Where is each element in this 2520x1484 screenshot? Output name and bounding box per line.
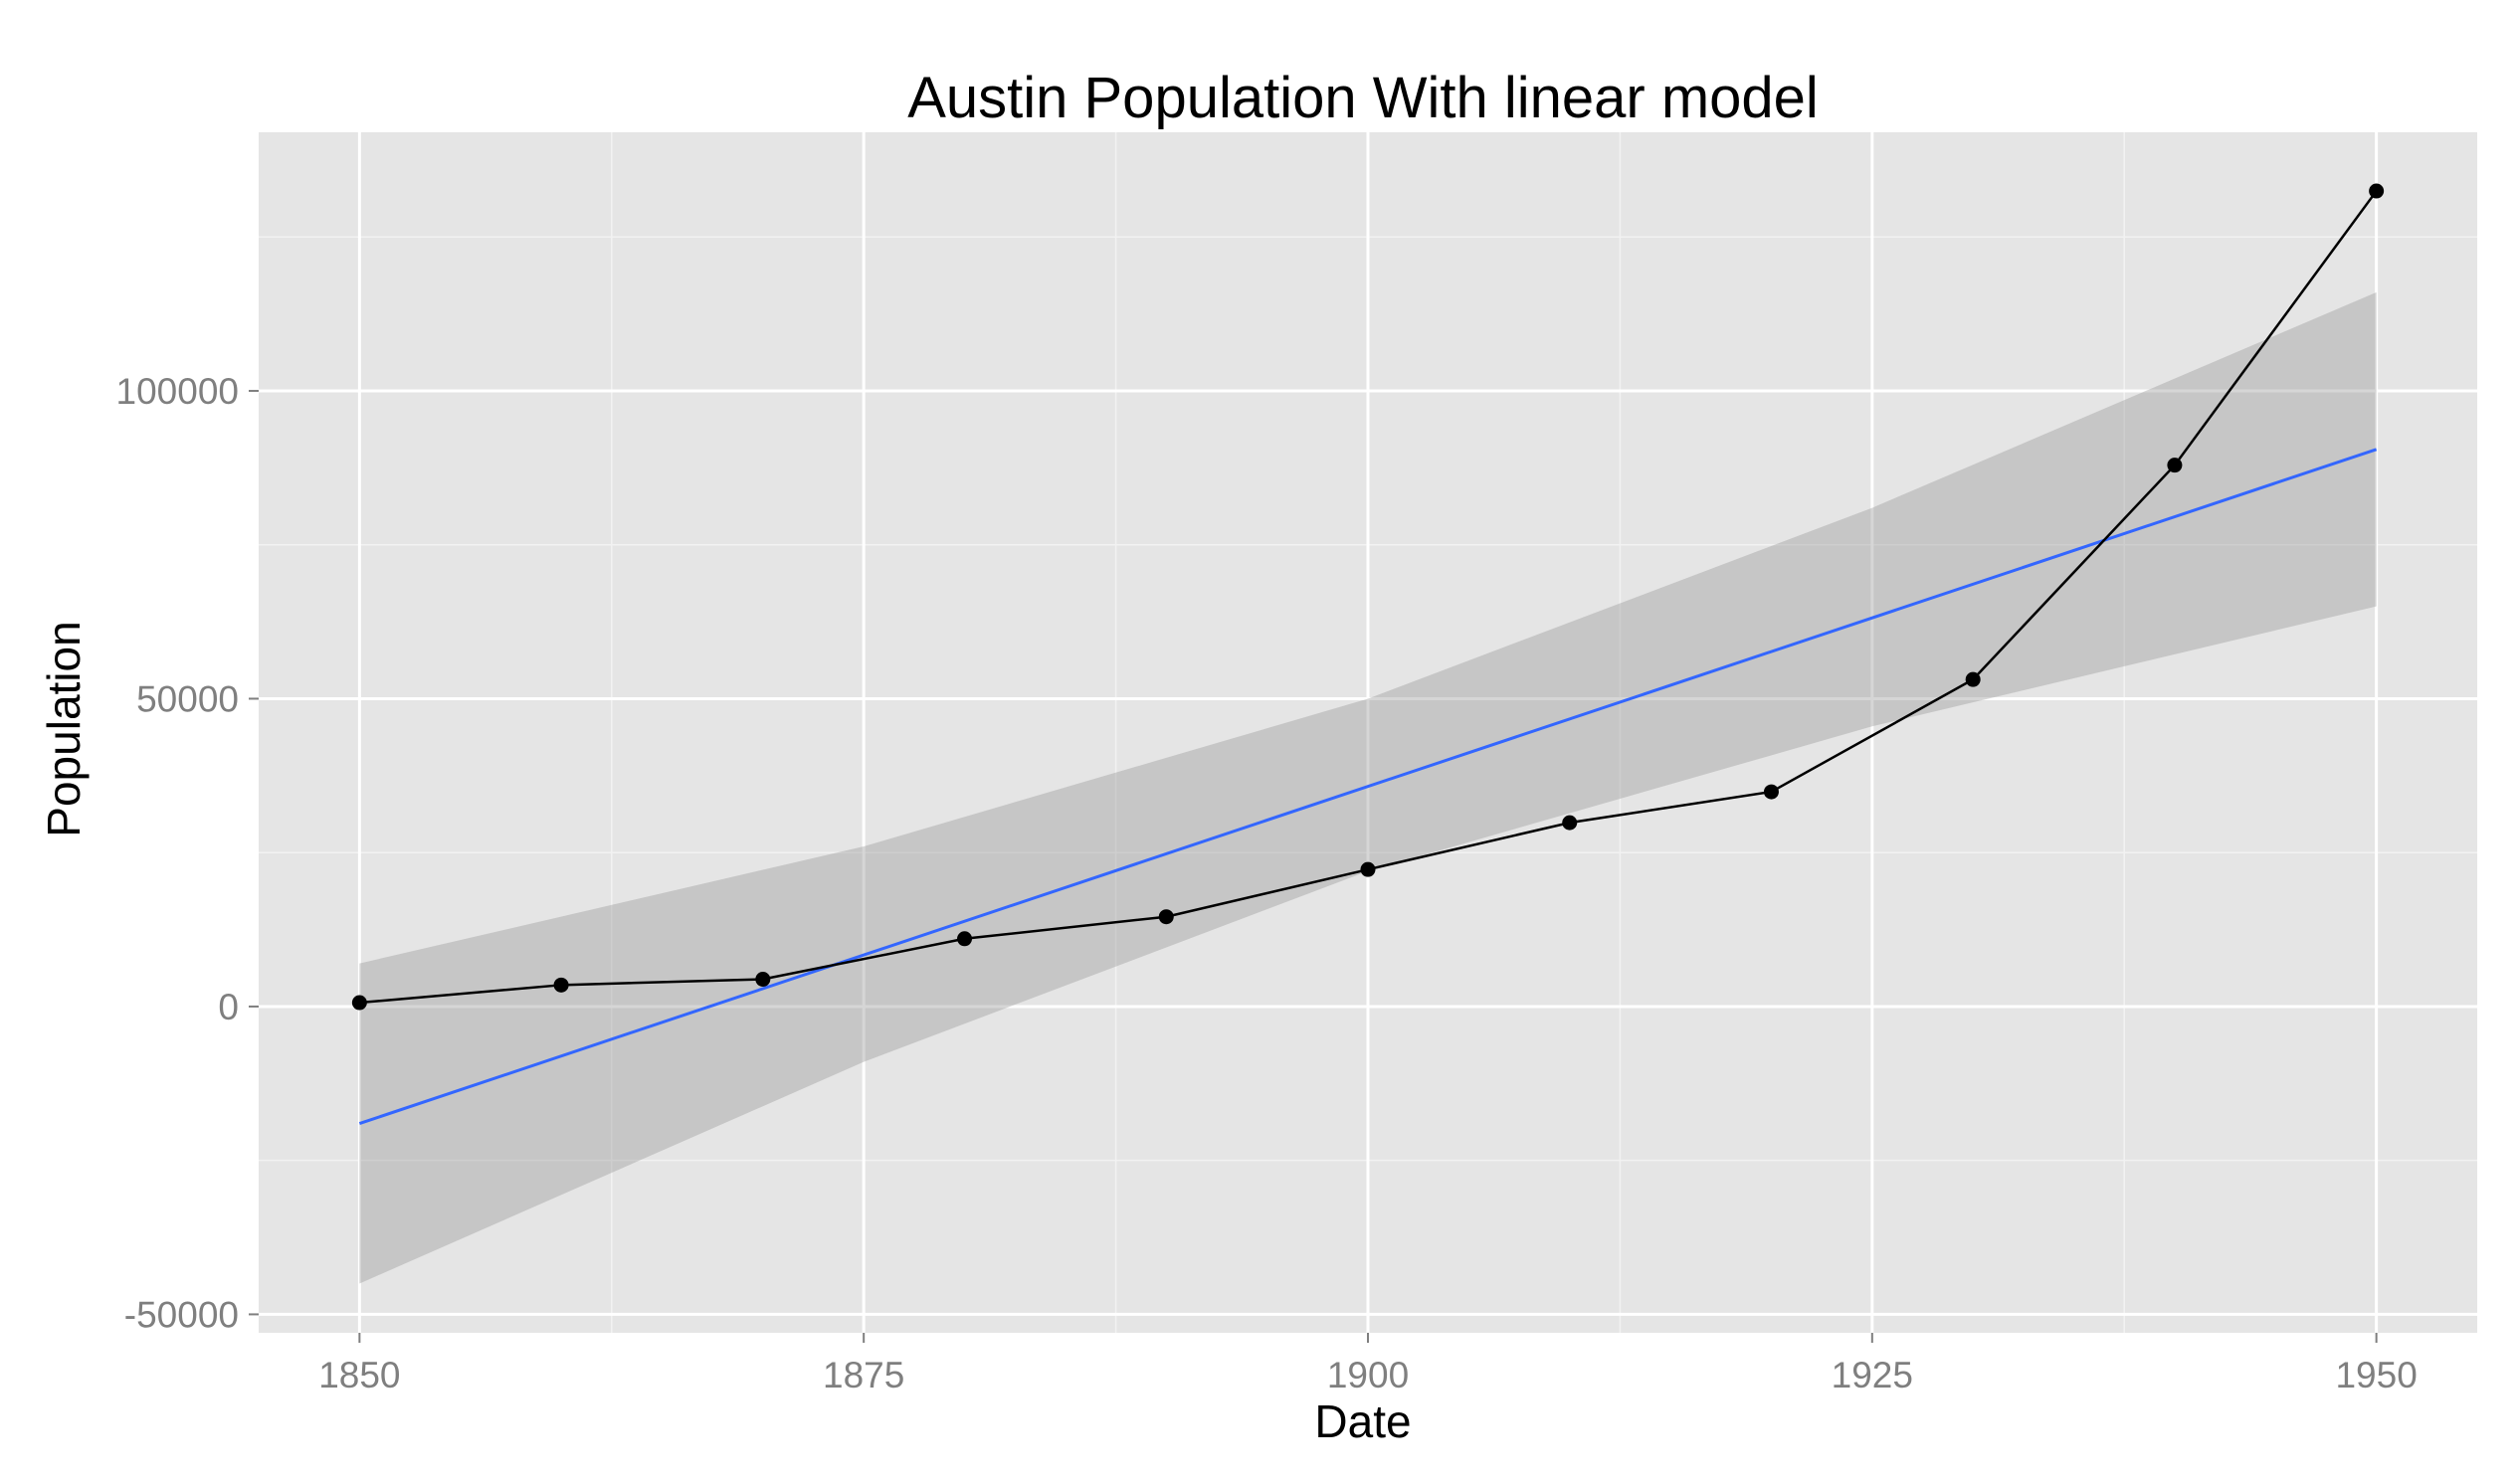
chart-title: Austin Population With linear model (907, 66, 1819, 130)
population-points (351, 183, 2385, 1011)
y-tick-label: 0 (218, 987, 239, 1027)
y-tick-label: 50000 (136, 678, 239, 719)
data-point (553, 977, 569, 993)
linear-fit-line (358, 448, 2378, 1125)
y-tick-label: 100000 (116, 371, 239, 412)
x-tick-label: 1900 (1327, 1355, 1409, 1395)
x-axis-title: Date (1314, 1395, 1411, 1447)
y-axis-title: Population (38, 621, 90, 836)
x-tick-label: 1950 (2335, 1355, 2417, 1395)
data-point (957, 931, 973, 947)
data-point (1562, 815, 1578, 831)
data-point (1763, 784, 1779, 800)
y-axis-ticks: -50000 0 50000 100000 (116, 371, 259, 1335)
data-point (2369, 183, 2385, 199)
data-point (2167, 458, 2183, 473)
data-point (1360, 861, 1376, 877)
y-tick-label: -50000 (124, 1294, 239, 1335)
major-grid (259, 132, 2477, 1333)
x-tick-label: 1850 (318, 1355, 400, 1395)
data-point (1965, 671, 1981, 687)
data-point (755, 972, 771, 988)
data-point (1158, 909, 1174, 925)
x-axis-ticks: 1850 1875 1900 1925 1950 (318, 1333, 2418, 1395)
data-point (351, 995, 367, 1011)
x-tick-label: 1875 (823, 1355, 904, 1395)
x-tick-label: 1925 (1832, 1355, 1913, 1395)
